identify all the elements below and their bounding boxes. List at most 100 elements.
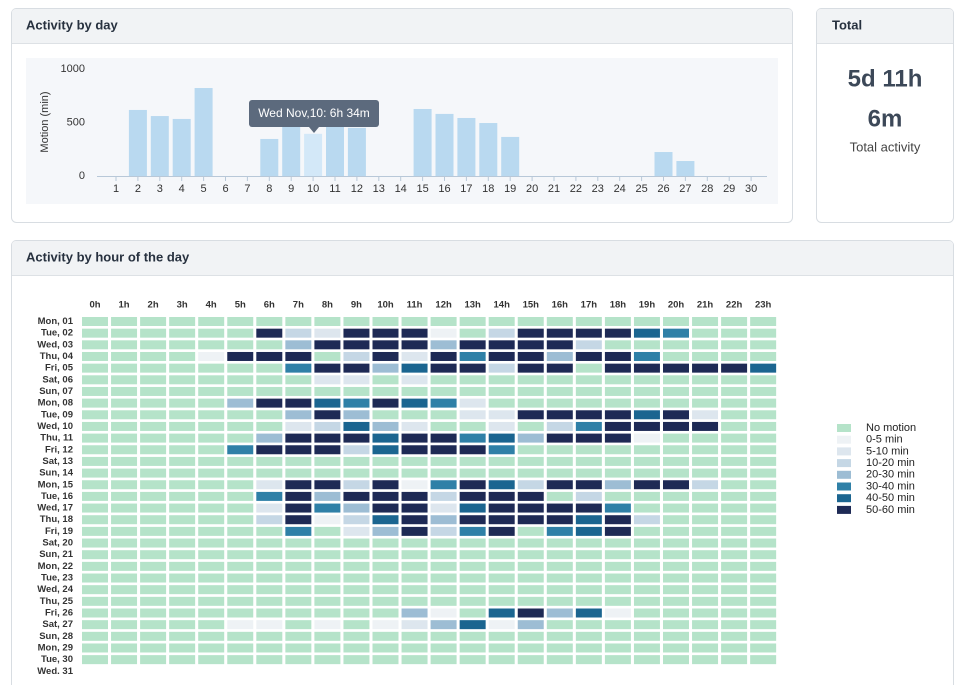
heat-cell: [343, 596, 370, 606]
heat-cell: [111, 468, 138, 478]
heat-cell: [517, 340, 544, 350]
heat-cell: [517, 573, 544, 583]
heat-cell: [430, 328, 457, 338]
heat-cell: [314, 398, 341, 408]
heat-cell: [169, 573, 196, 583]
heat-cell: [343, 561, 370, 571]
heat-cell: [227, 573, 254, 583]
heat-cell: [82, 515, 108, 525]
heat-cell: [546, 456, 573, 466]
heat-cell: [227, 480, 254, 490]
heat-cell: [169, 363, 196, 373]
heat-cell: [343, 491, 370, 501]
heat-cell: [663, 585, 689, 595]
heat-cell: [517, 351, 544, 361]
heat-cell: [517, 410, 544, 420]
x-tick-label: 24: [614, 183, 626, 195]
heat-cell: [604, 445, 631, 455]
heat-cell: [285, 351, 312, 361]
heat-cell: [430, 445, 457, 455]
bar: [326, 124, 344, 176]
heat-cell: [285, 375, 312, 385]
heat-cell: [401, 526, 428, 536]
heat-cell: [140, 585, 167, 595]
heat-cell: [604, 620, 631, 630]
heat-cell: [517, 328, 544, 338]
heat-cell: [256, 620, 283, 630]
heat-cell: [517, 526, 544, 536]
heat-cell: [256, 515, 283, 525]
heat-cell: [227, 328, 254, 338]
heat-cell: [633, 328, 660, 338]
heat-cell: [517, 655, 544, 665]
heat-cell: [285, 480, 312, 490]
heat-cell: [633, 491, 660, 501]
heat-cell: [546, 386, 573, 396]
heat-cell: [721, 643, 748, 653]
heat-cell: [82, 363, 108, 373]
card-header: [12, 9, 792, 43]
row-label: Tue, 30: [41, 654, 73, 665]
heat-cell: [140, 561, 167, 571]
heat-cell: [401, 433, 428, 443]
heat-cell: [459, 456, 486, 466]
heat-cell: [314, 550, 341, 560]
heat-cell: [488, 328, 515, 338]
heat-cell: [546, 550, 573, 560]
heat-cell: [459, 573, 486, 583]
row-label: Sat, 20: [42, 538, 73, 549]
heat-cell: [488, 351, 515, 361]
heat-cell: [372, 631, 399, 641]
heat-cell: [140, 643, 167, 653]
heat-cell: [604, 433, 631, 443]
heat-cell: [692, 538, 719, 548]
heat-cell: [750, 433, 777, 443]
x-tick-label: 15: [416, 183, 428, 195]
heat-cell: [314, 328, 341, 338]
heat-cell: [111, 643, 138, 653]
heat-cell: [111, 608, 138, 618]
heat-cell: [459, 375, 486, 385]
row-label: Tue, 09: [41, 409, 73, 420]
heat-cell: [227, 375, 254, 385]
heat-cell: [546, 655, 573, 665]
heat-cell: [372, 328, 399, 338]
heat-cell: [663, 538, 689, 548]
heat-cell: [633, 526, 660, 536]
heat-cell: [517, 515, 544, 525]
heat-cell: [285, 561, 312, 571]
heat-cell: [82, 573, 108, 583]
heat-cell: [721, 550, 748, 560]
heat-cell: [198, 585, 225, 595]
x-tick-label: 26: [657, 183, 669, 195]
heat-cell: [430, 456, 457, 466]
legend-swatch: [837, 447, 851, 456]
heat-cell: [575, 340, 602, 350]
heat-cell: [692, 410, 719, 420]
heat-cell: [285, 340, 312, 350]
heat-cell: [169, 561, 196, 571]
heat-cell: [604, 538, 631, 548]
heat-cell: [750, 538, 777, 548]
heat-cell: [198, 480, 225, 490]
heat-cell: [575, 655, 602, 665]
heat-cell: [111, 620, 138, 630]
heat-cell: [604, 386, 631, 396]
row-label: Thu, 18: [40, 514, 73, 525]
heat-cell: [169, 608, 196, 618]
card-title: Activity by day: [26, 17, 119, 32]
heat-cell: [198, 515, 225, 525]
heat-cell: [488, 468, 515, 478]
row-label: Fri, 26: [45, 608, 73, 619]
heat-cell: [198, 468, 225, 478]
heat-cell: [721, 538, 748, 548]
heat-cell: [111, 351, 138, 361]
heat-cell: [633, 468, 660, 478]
heat-cell: [227, 585, 254, 595]
heat-cell: [285, 386, 312, 396]
heatmap: 0h 1h 2h 3h 4h 5h 6h 7h 8h 9h 10h 11h 12h 13h 14h 15h 16…: [37, 300, 916, 677]
heat-cell: [663, 375, 689, 385]
hour-label: 13h: [464, 300, 481, 311]
heat-cell: [692, 631, 719, 641]
